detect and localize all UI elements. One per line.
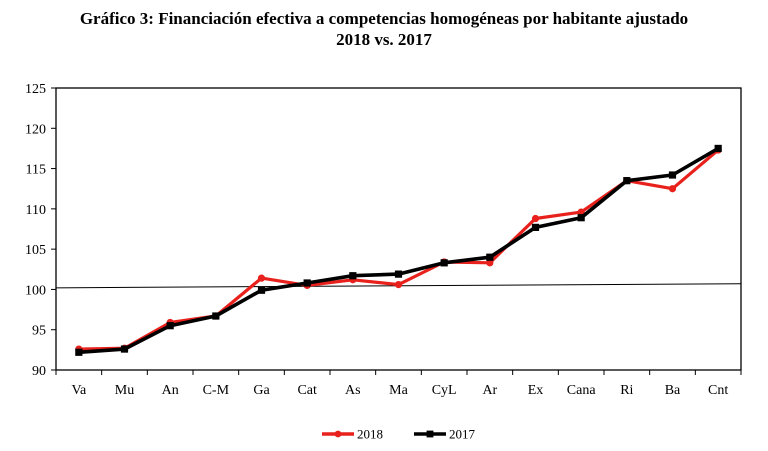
data-point-2017 <box>212 312 220 320</box>
x-tick-label: Cat <box>297 383 317 398</box>
y-tick-label: 105 <box>25 243 46 258</box>
data-point-2017 <box>440 259 448 267</box>
x-tick-label: Mu <box>115 383 134 398</box>
y-tick-label: 90 <box>32 364 46 379</box>
data-point-2017 <box>668 171 677 179</box>
data-point-2017 <box>166 322 174 330</box>
chart-subtitle: 2018 vs. 2017 <box>336 30 432 49</box>
x-tick-label: An <box>162 383 179 398</box>
data-point-2017 <box>394 270 403 278</box>
legend-label-2018: 2018 <box>357 427 383 442</box>
y-tick-label: 115 <box>26 163 46 178</box>
y-tick-label: 100 <box>25 283 46 298</box>
y-tick-label: 110 <box>26 203 46 218</box>
data-point-2017 <box>623 177 631 185</box>
data-point-2017 <box>349 272 357 280</box>
y-tick-label: 125 <box>25 82 46 97</box>
series-line-2018 <box>78 148 720 351</box>
data-point-2017 <box>486 253 494 261</box>
x-tick-label: Cana <box>567 383 597 398</box>
x-tick-label: Ga <box>253 383 270 398</box>
data-point-2017 <box>257 286 266 294</box>
data-point-2017 <box>120 345 129 353</box>
data-point-2018 <box>486 259 494 267</box>
chart-title: Gráfico 3: Financiación efectiva a compe… <box>0 8 768 50</box>
x-tick-label: Ma <box>389 383 408 398</box>
legend-label-2017: 2017 <box>449 427 476 442</box>
x-tick-label: CyL <box>432 383 457 398</box>
data-point-2017 <box>531 223 540 231</box>
data-point-2017 <box>714 144 722 153</box>
data-point-2017 <box>577 214 585 222</box>
y-tick-label: 120 <box>25 122 46 137</box>
x-tick-label: Va <box>71 383 87 398</box>
chart-title-line1: Gráfico 3: Financiación efectiva a compe… <box>79 9 689 28</box>
data-point-2017 <box>75 348 83 356</box>
x-tick-label: Ba <box>665 383 681 398</box>
data-point-2018 <box>668 185 677 193</box>
data-point-2018 <box>577 208 585 216</box>
x-tick-label: Cnt <box>708 383 728 398</box>
plot-area-frame <box>55 87 742 371</box>
legend-marker-2017 <box>426 430 434 438</box>
y-tick-label: 95 <box>32 324 46 339</box>
legend-marker-2018 <box>334 430 342 438</box>
data-point-2018 <box>531 214 540 223</box>
data-point-2018 <box>394 280 403 289</box>
data-point-2018 <box>257 274 266 282</box>
x-tick-label: As <box>345 383 361 398</box>
x-tick-label: Ar <box>482 383 497 398</box>
x-tick-label: Ex <box>528 383 544 398</box>
x-tick-label: Ri <box>620 383 633 398</box>
data-point-2017 <box>303 279 311 287</box>
x-tick-label: C-M <box>203 383 230 398</box>
